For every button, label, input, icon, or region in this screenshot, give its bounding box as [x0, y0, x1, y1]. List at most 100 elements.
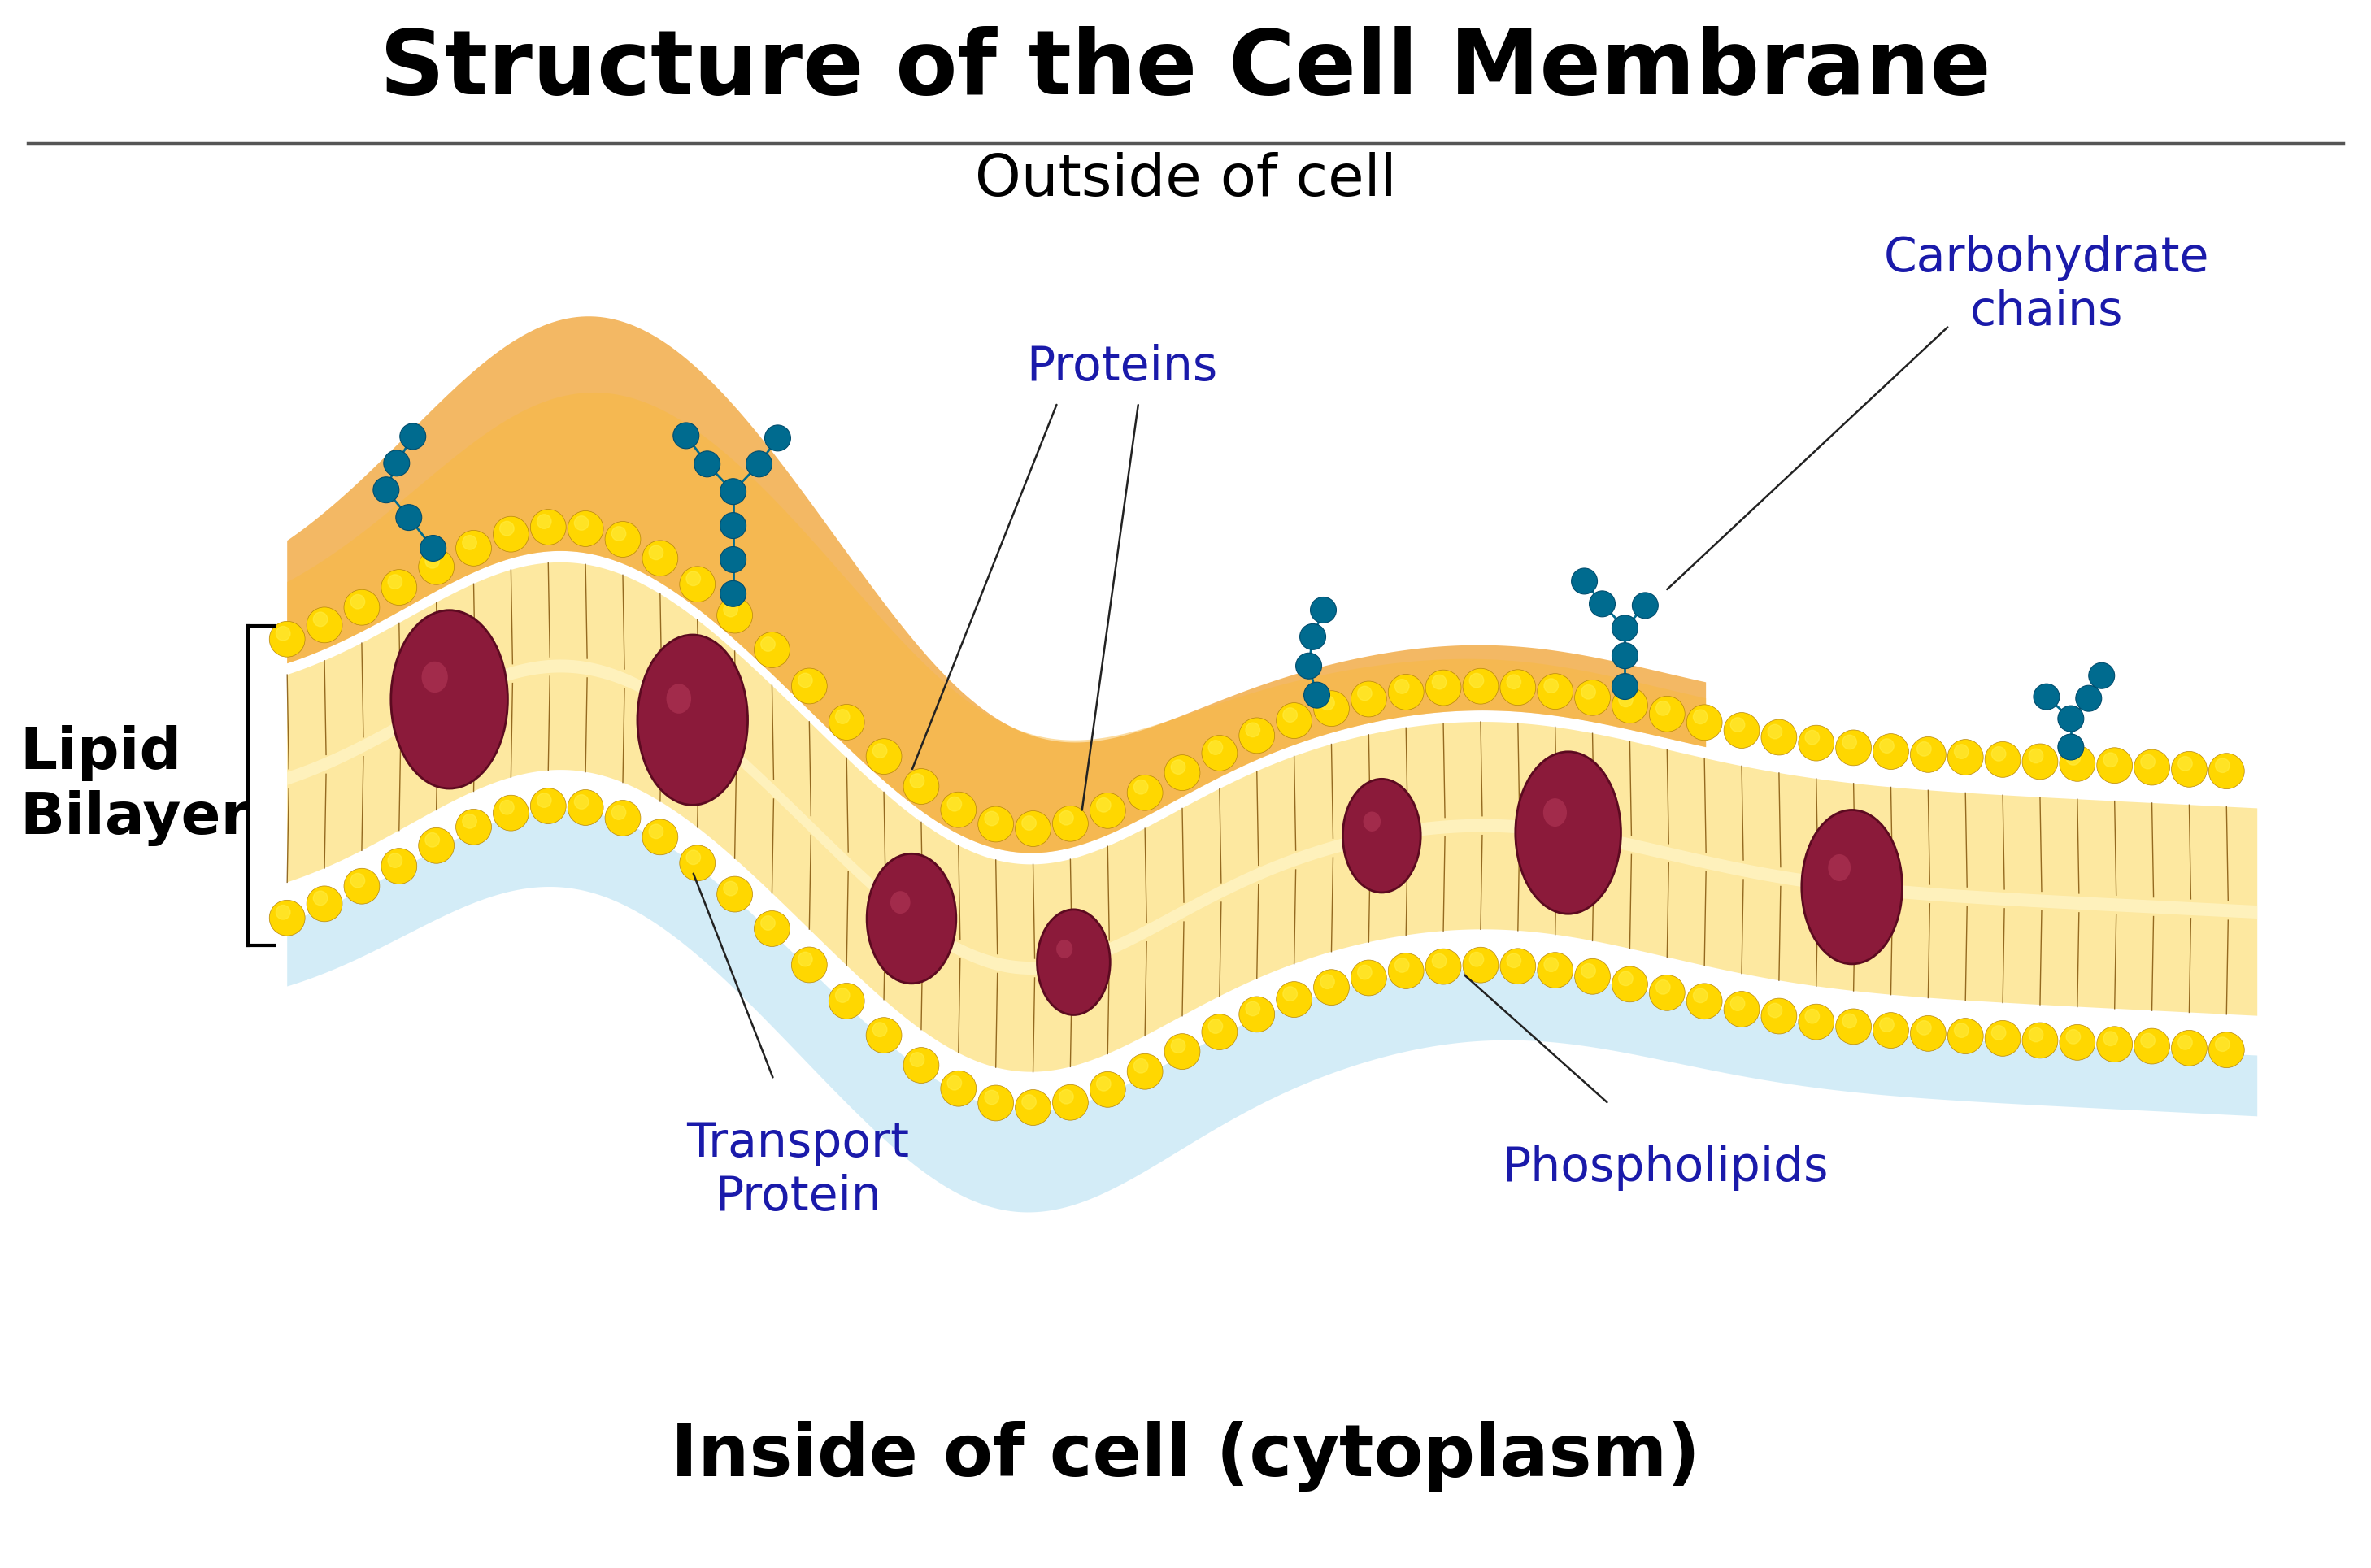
Circle shape: [275, 905, 289, 919]
Circle shape: [1572, 568, 1598, 594]
Circle shape: [1655, 701, 1669, 715]
Circle shape: [1321, 975, 1335, 989]
Ellipse shape: [422, 662, 448, 693]
Circle shape: [761, 637, 775, 651]
Circle shape: [1918, 1021, 1932, 1035]
Circle shape: [382, 569, 417, 605]
Circle shape: [2215, 759, 2229, 773]
Circle shape: [1954, 745, 1968, 759]
Circle shape: [721, 547, 747, 572]
Circle shape: [2215, 1036, 2229, 1052]
Circle shape: [1762, 720, 1797, 756]
Text: Proteins: Proteins: [1027, 343, 1219, 390]
Circle shape: [1762, 999, 1797, 1033]
Circle shape: [1650, 696, 1686, 732]
Circle shape: [1724, 991, 1759, 1027]
Circle shape: [2058, 706, 2084, 732]
Circle shape: [1619, 972, 1634, 986]
Circle shape: [306, 886, 341, 922]
Circle shape: [1240, 718, 1276, 753]
Circle shape: [1612, 966, 1648, 1002]
Circle shape: [1276, 702, 1311, 739]
Circle shape: [1091, 793, 1126, 828]
Polygon shape: [287, 660, 2257, 975]
Circle shape: [910, 1052, 925, 1066]
Circle shape: [1321, 696, 1335, 710]
Circle shape: [1311, 597, 1337, 622]
Circle shape: [531, 510, 567, 546]
Circle shape: [1387, 953, 1425, 989]
Circle shape: [612, 527, 626, 541]
Circle shape: [1394, 679, 1408, 693]
Circle shape: [1800, 726, 1835, 760]
Circle shape: [903, 768, 939, 804]
Circle shape: [1276, 982, 1311, 1018]
Circle shape: [344, 590, 379, 626]
Circle shape: [1202, 1014, 1238, 1049]
Circle shape: [1283, 707, 1297, 723]
Circle shape: [1918, 742, 1932, 756]
Circle shape: [1359, 687, 1373, 701]
Ellipse shape: [1363, 812, 1380, 831]
Circle shape: [721, 580, 747, 607]
Circle shape: [721, 478, 747, 505]
Polygon shape: [287, 563, 2257, 1073]
Circle shape: [538, 514, 552, 528]
Circle shape: [1574, 681, 1610, 715]
Circle shape: [382, 848, 417, 884]
Circle shape: [695, 452, 721, 477]
Circle shape: [1724, 712, 1759, 748]
Ellipse shape: [666, 684, 692, 713]
Circle shape: [1126, 775, 1162, 811]
Circle shape: [643, 818, 678, 855]
Circle shape: [1506, 953, 1520, 967]
Ellipse shape: [1802, 811, 1902, 964]
Text: Outside of cell: Outside of cell: [974, 152, 1397, 209]
Circle shape: [1432, 953, 1446, 967]
Circle shape: [1359, 964, 1373, 980]
Circle shape: [351, 594, 365, 608]
Circle shape: [1589, 591, 1615, 616]
Circle shape: [389, 574, 403, 590]
Circle shape: [574, 795, 588, 809]
Circle shape: [1574, 958, 1610, 994]
Circle shape: [941, 792, 977, 828]
Circle shape: [1314, 690, 1349, 726]
Circle shape: [1581, 964, 1596, 978]
Circle shape: [1245, 1002, 1259, 1016]
Circle shape: [1731, 718, 1745, 732]
Circle shape: [1544, 679, 1558, 693]
Circle shape: [567, 790, 602, 825]
Circle shape: [1470, 952, 1484, 966]
Circle shape: [351, 873, 365, 887]
Circle shape: [2179, 756, 2193, 771]
Circle shape: [567, 511, 602, 547]
Circle shape: [830, 704, 865, 740]
Circle shape: [1769, 1004, 1783, 1018]
Circle shape: [1804, 731, 1819, 745]
Circle shape: [984, 1090, 998, 1104]
Circle shape: [1835, 1008, 1871, 1044]
Circle shape: [2134, 1029, 2169, 1065]
Circle shape: [2210, 753, 2245, 789]
Circle shape: [1425, 949, 1461, 985]
Circle shape: [396, 505, 422, 530]
Circle shape: [754, 632, 790, 668]
Circle shape: [1470, 673, 1484, 688]
Circle shape: [313, 891, 327, 905]
Ellipse shape: [889, 891, 910, 914]
Circle shape: [792, 668, 827, 704]
Circle shape: [313, 612, 327, 627]
Circle shape: [1985, 742, 2020, 778]
Circle shape: [1351, 681, 1387, 717]
Circle shape: [1581, 685, 1596, 699]
Circle shape: [1053, 1085, 1088, 1120]
Circle shape: [1506, 674, 1520, 688]
Circle shape: [761, 916, 775, 930]
Circle shape: [420, 828, 455, 864]
Circle shape: [1731, 996, 1745, 1011]
Circle shape: [2141, 1033, 2155, 1047]
Circle shape: [1536, 674, 1572, 709]
Circle shape: [650, 825, 664, 839]
Ellipse shape: [391, 610, 507, 789]
